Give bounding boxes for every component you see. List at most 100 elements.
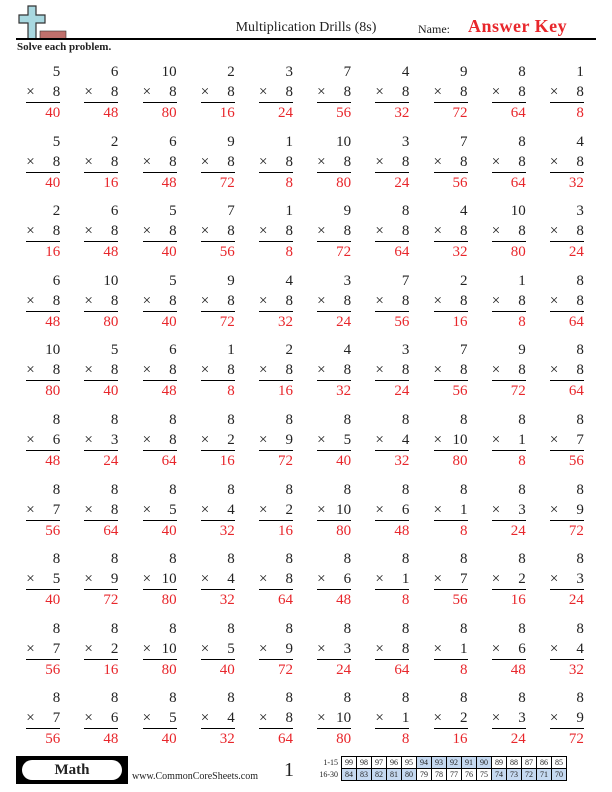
multiplier-line: × 8 — [433, 360, 468, 382]
multiplicand: 1 — [285, 203, 293, 220]
problem: 8 × 4 32 — [363, 410, 421, 480]
multiply-operator: × — [375, 501, 384, 518]
multiplicand: 8 — [401, 551, 410, 568]
multiplier: 8 — [576, 292, 584, 309]
problem: 4 × 8 32 — [247, 271, 305, 341]
answer: 32 — [452, 244, 468, 261]
multiply-operator: × — [375, 153, 384, 170]
problem: 8 × 5 40 — [14, 549, 72, 619]
answer: 64 — [568, 313, 584, 330]
problem: 8 × 5 40 — [130, 480, 188, 550]
multiplicand: 3 — [401, 133, 410, 150]
problem: 8 × 7 56 — [14, 480, 72, 550]
problem: 10 × 8 80 — [72, 271, 130, 341]
multiplier-line: × 2 — [84, 639, 119, 660]
multiplicand: 1 — [576, 64, 584, 80]
multiplicand: 9 — [343, 203, 352, 220]
multiplier-line: × 8 — [549, 152, 584, 173]
answer: 64 — [394, 661, 410, 678]
problem: 8 × 3 24 — [72, 410, 130, 480]
score-cell: 98 — [356, 756, 372, 769]
multiply-operator: × — [258, 84, 268, 100]
answer: 8 — [227, 383, 235, 400]
multiplier-line: × 9 — [549, 500, 584, 521]
multiply-operator: × — [142, 640, 152, 657]
footer: Math www.CommonCoreSheets.com 1 1-15 99 98… — [16, 756, 596, 786]
multiplicand: 10 — [336, 133, 352, 150]
answer: 64 — [103, 522, 119, 539]
multiplicand: 10 — [510, 203, 526, 220]
answer: 56 — [452, 174, 468, 191]
multiply-operator: × — [258, 571, 268, 588]
multiplicand: 4 — [401, 64, 410, 80]
multiply-operator: × — [549, 84, 559, 100]
multiplier-line: × 3 — [491, 708, 526, 730]
problem: 6 × 8 48 — [130, 340, 188, 410]
answer: 56 — [219, 244, 235, 261]
multiplicand: 2 — [460, 272, 468, 289]
multiplier: 8 — [227, 153, 235, 170]
multiplier: 8 — [518, 292, 526, 309]
multiplicand: 7 — [460, 133, 468, 150]
multiplier: 6 — [518, 640, 526, 657]
multiplier: 7 — [52, 710, 61, 727]
problem: 8 × 5 40 — [189, 619, 247, 689]
multiply-operator: × — [200, 223, 210, 240]
multiplier: 8 — [401, 292, 410, 309]
answer: 32 — [277, 313, 293, 330]
multiply-operator: × — [375, 84, 384, 100]
multiplier-line: × 4 — [200, 500, 235, 521]
answer: 80 — [161, 592, 177, 609]
multiplier-line: × 8 — [200, 291, 235, 312]
multiplier-line: × 8 — [200, 152, 235, 173]
multiplicand: 8 — [227, 411, 235, 428]
multiplier-line: × 8 — [375, 152, 410, 173]
problem: 8 × 4 32 — [538, 619, 596, 689]
score-cell: 74 — [491, 768, 507, 781]
multiplier-line: × 8 — [84, 82, 119, 103]
multiplier-line: × 10 — [142, 569, 177, 591]
multiplier: 10 — [452, 431, 468, 448]
problem: 1 × 8 8 — [538, 62, 596, 132]
answer: 16 — [277, 383, 293, 400]
multiplier: 9 — [285, 431, 293, 448]
multiply-operator: × — [142, 431, 152, 448]
multiplier: 2 — [285, 501, 293, 518]
problem: 8 × 3 24 — [305, 619, 363, 689]
multiplier: 10 — [336, 501, 352, 518]
plus-logo-icon — [18, 5, 67, 39]
multiply-operator: × — [549, 640, 559, 657]
multiplier: 8 — [110, 362, 119, 379]
problem: 5 × 8 40 — [130, 201, 188, 271]
score-table: 1-15 99 98 97 96 95 94 93 92 91 90 89 88 87 86 85 16-30 8… — [310, 756, 567, 781]
problem-row: 6 × 8 48 10 × 8 80 5 × 8 40 9 × 8 72 4 × 8 32 3 × 8 24 7 × 8 56 2 × 8 1… — [14, 271, 596, 341]
multiplier-line: × 9 — [549, 708, 584, 730]
multiplicand: 8 — [518, 690, 526, 707]
problem-row: 2 × 8 16 6 × 8 48 5 × 8 40 7 × 8 56 1 × 8 8 9 × 8 72 8 × 8 64 4 × 8 32 1… — [14, 201, 596, 271]
multiplicand: 7 — [343, 64, 352, 80]
multiplier-line: × 3 — [84, 430, 119, 451]
problem: 8 × 8 64 — [480, 132, 538, 202]
multiply-operator: × — [491, 571, 501, 588]
answer: 80 — [161, 105, 177, 121]
multiply-operator: × — [258, 292, 268, 309]
multiplier-line: × 8 — [26, 152, 61, 173]
multiplicand: 8 — [401, 203, 410, 220]
problem-row: 5 × 8 40 6 × 8 48 10 × 8 80 2 × 8 16 3 × 8 24 7 × 8 56 4 × 8 32 9 × 8 7… — [14, 62, 596, 132]
multiplicand: 8 — [285, 620, 293, 637]
answer: 80 — [336, 522, 352, 539]
multiplicand: 4 — [343, 342, 352, 359]
multiplier-line: × 9 — [84, 569, 119, 591]
multiplicand: 8 — [343, 481, 352, 498]
multiplicand: 8 — [110, 551, 119, 568]
multiplicand: 8 — [518, 620, 526, 637]
problem: 7 × 8 56 — [305, 62, 363, 132]
multiplier-line: × 8 — [200, 360, 235, 382]
problem: 8 × 6 48 — [72, 688, 130, 758]
multiplicand: 8 — [401, 620, 410, 637]
answer: 48 — [103, 105, 119, 121]
multiplier: 8 — [576, 362, 584, 379]
multiplier: 1 — [518, 431, 526, 448]
multiplier-line: × 7 — [26, 639, 61, 660]
